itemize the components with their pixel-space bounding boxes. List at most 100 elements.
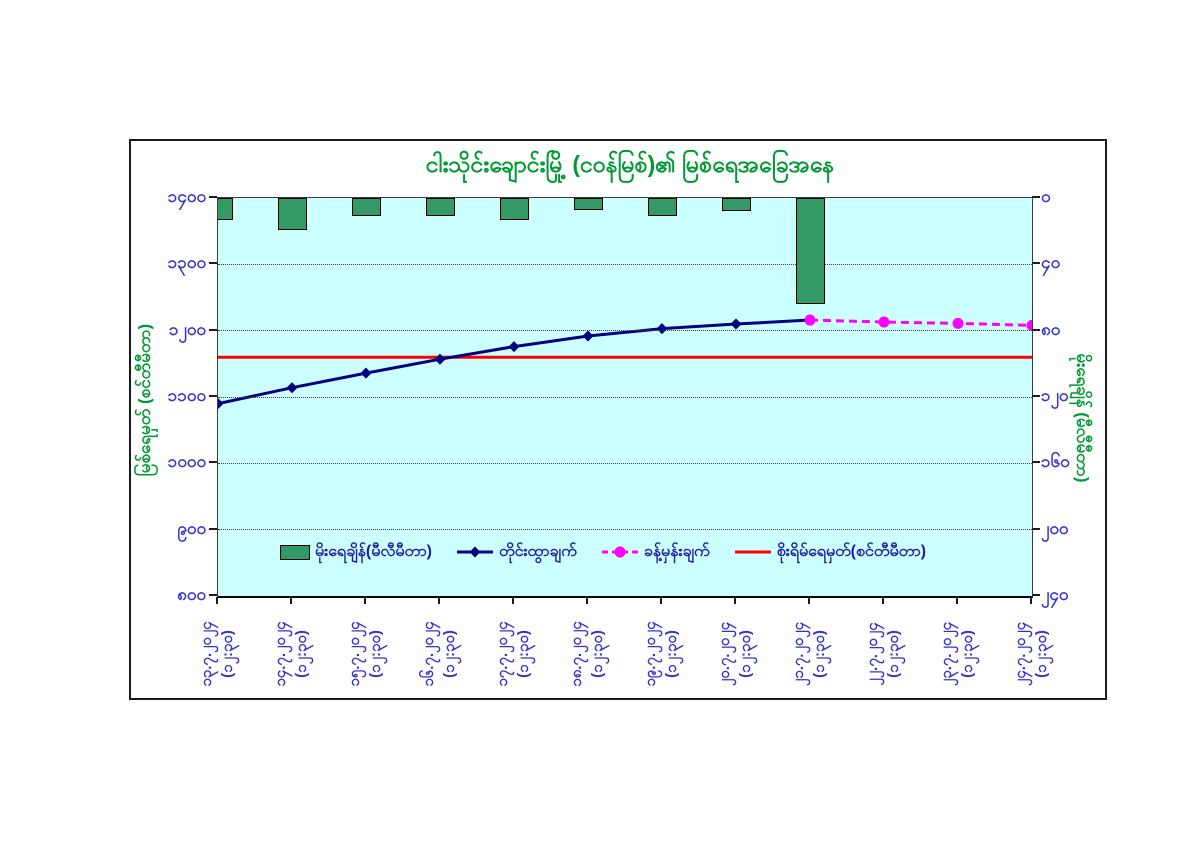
left-axis-tick-label: ၁၃၀၀	[167, 253, 206, 273]
rainfall-bar	[425, 198, 455, 217]
x-axis-tick	[290, 597, 292, 604]
left-axis-tick	[209, 196, 217, 198]
x-axis-label: ၁၆.၇.၂၀၂၄ (၁၂:၃၀)	[418, 606, 460, 702]
observed-marker-diamond	[656, 323, 668, 335]
rainfall-bar	[647, 198, 677, 217]
gridline	[218, 462, 1032, 464]
x-axis-label-text: ၂၃.၇.၂၀၂၄ (၁၂:၃၀)	[938, 621, 976, 687]
legend: မိုးရေချိန်(မီလီမီတာ) တိုင်းထွာချက် ခန့်…	[280, 539, 926, 565]
legend-item-observed: တိုင်းထွာချက်	[456, 540, 577, 564]
legend-label-forecast: ခန့်မှန်းချက်	[643, 543, 710, 560]
x-axis-label: ၁၇.၇.၂၀၂၄ (၁၂:၃၀)	[492, 606, 534, 702]
observed-marker-diamond	[218, 398, 224, 410]
right-axis-tick	[1032, 395, 1040, 397]
legend-label-observed: တိုင်းထွာချက်	[498, 543, 577, 560]
observed-marker-diamond	[582, 330, 594, 342]
legend-item-rainfall: မိုးရေချိန်(မီလီမီတာ)	[280, 540, 432, 564]
right-axis-tick	[1032, 461, 1040, 464]
left-axis-tick	[209, 328, 217, 331]
x-axis-tick	[660, 597, 662, 604]
forecast-line	[809, 318, 1032, 327]
left-axis-tick-label: ၁၁၀၀	[167, 386, 206, 405]
plot-area: မိုးရေချိန်(မီလီမီတာ) တိုင်းထွာချက် ခန့်…	[217, 197, 1033, 598]
left-axis-tick	[209, 395, 217, 397]
legend-item-forecast: ခန့်မှန်းချက်	[601, 540, 710, 564]
x-axis-tick	[882, 597, 884, 604]
x-axis-label: ၁၈.၇.၂၀၂၄ (၁၂:၃၀)	[566, 606, 608, 702]
left-axis-tick-label: ၁၀၀၀	[167, 452, 206, 472]
gridline	[218, 529, 1032, 531]
x-axis-label-text: ၁၅.၇.၂၀၂၄ (၁၂:၃၀)	[346, 621, 384, 687]
x-axis-label-text: ၁၃.၇.၂၀၂၄ (၁၂:၃၀)	[198, 621, 236, 687]
right-axis-tick-label: ၄၀	[1041, 253, 1061, 273]
x-axis-tick	[438, 597, 440, 604]
legend-label-rainfall: မိုးရေချိန်(မီလီမီတာ)	[315, 543, 432, 560]
x-axis-label: ၁၄.၇.၂၀၂၄ (၁၂:၃၀)	[270, 606, 312, 702]
legend-item-danger: စိုးရိမ်ရေမှတ်(စင်တီမီတာ)	[734, 540, 926, 564]
x-axis-label-text: ၂၀.၇.၂၀၂၄ (၁၂:၃၀)	[716, 621, 754, 687]
left-axis-tick	[209, 594, 217, 596]
rainfall-bar	[721, 198, 751, 212]
observed-marker-diamond	[730, 318, 742, 330]
x-axis-label: ၂၃.၇.၂၀၂၄ (၁၂:၃၀)	[936, 606, 978, 702]
forecast-marker-circle	[804, 314, 816, 326]
x-axis-tick	[1030, 597, 1032, 604]
x-axis-tick	[586, 597, 588, 604]
x-axis-label: ၁၉.၇.၂၀၂၄ (၁၂:၃၀)	[640, 606, 682, 702]
observed-marker-diamond	[434, 353, 446, 365]
x-axis-label: ၂၄.၇.၂၀၂၄ (၁၂:၃၀)	[1010, 606, 1052, 702]
rainfall-bar	[573, 198, 603, 210]
observed-line-swatch-icon	[456, 546, 493, 558]
gridline	[218, 396, 1032, 398]
rainfall-bar	[351, 198, 381, 217]
rainfall-bar	[795, 198, 825, 305]
x-axis-label: ၂၀.၇.၂၀၂၄ (၁၂:၃၀)	[714, 606, 756, 702]
left-axis-tick	[209, 461, 217, 464]
chart-title: ငါးသိုင်းချောင်းမြို့ (ငဝန်မြစ်)၏ မြစ်ရေ…	[425, 151, 835, 177]
right-axis-tick	[1032, 594, 1040, 596]
observed-marker-diamond	[360, 367, 372, 379]
right-axis-tick	[1032, 262, 1040, 265]
left-axis-tick-label: ၁၂၀၀	[168, 319, 206, 339]
x-axis-label-text: ၁၉.၇.၂၀၂၄ (၁၂:၃၀)	[642, 621, 680, 687]
gridline	[218, 330, 1032, 332]
x-axis-tick	[734, 597, 736, 604]
x-axis-label: ၂၂.၇.၂၀၂၄ (၁၂:၃၀)	[862, 606, 904, 702]
x-axis-tick	[956, 597, 958, 604]
right-axis-tick-label: ၁၂၀	[1041, 386, 1069, 405]
right-axis-tick-label: ၈၀	[1041, 319, 1061, 339]
forecast-marker-circle	[1026, 319, 1032, 331]
x-axis-label-text: ၁၄.၇.၂၀၂၄ (၁၂:၃၀)	[272, 621, 310, 687]
x-axis-label-text: ၁၈.၇.၂၀၂၄ (၁၂:၃၀)	[568, 621, 606, 687]
x-axis-label: ၁၅.၇.၂၀၂၄ (၁၂:၃၀)	[344, 606, 386, 702]
right-axis-tick	[1032, 328, 1040, 331]
legend-label-danger: စိုးရိမ်ရေမှတ်(စင်တီမီတာ)	[776, 543, 927, 560]
right-axis-tick-label: ၂၄၀	[1041, 585, 1069, 604]
left-axis-tick-label: ၁၄၀၀	[167, 187, 206, 206]
rainfall-bar	[499, 198, 529, 220]
left-axis-tick	[209, 527, 217, 530]
series-plot	[218, 314, 1032, 410]
forecast-marker-circle	[878, 316, 890, 328]
gridline	[218, 263, 1032, 265]
x-axis-tick	[364, 597, 366, 604]
x-axis-label: ၁၃.၇.၂၀၂၄ (၁၂:၃၀)	[196, 606, 238, 702]
left-axis-tick	[209, 262, 217, 265]
x-axis-label-text: ၁၇.၇.၂၀၂၄ (၁၂:၃၀)	[494, 621, 532, 687]
forecast-line-swatch-icon	[601, 546, 638, 558]
rainfall-bar-swatch-icon	[280, 544, 310, 560]
x-axis-label: ၂၁.၇.၂၀၂၄ (၁၂:၃၀)	[788, 606, 830, 702]
x-axis-label-text: ၂၁.၇.၂၀၂၄ (၁၂:၃၀)	[790, 621, 828, 687]
rainfall-bar	[277, 198, 307, 230]
observed-marker-diamond	[286, 382, 298, 394]
right-axis-tick	[1032, 196, 1040, 198]
right-axis-tick-label: ၁၆၀	[1041, 452, 1070, 472]
left-axis-tick-label: ၈၀၀	[177, 585, 206, 604]
forecast-marker-circle	[952, 317, 964, 329]
x-axis-tick	[216, 597, 218, 604]
x-axis-tick	[808, 597, 810, 604]
rainfall-bar	[218, 198, 233, 220]
x-axis-label-text: ၂၄.၇.၂၀၂၄ (၁၂:၃၀)	[1012, 621, 1050, 687]
right-axis-tick-label: ၀	[1041, 187, 1051, 206]
right-axis-tick-label: ၂၀၀	[1041, 518, 1069, 538]
